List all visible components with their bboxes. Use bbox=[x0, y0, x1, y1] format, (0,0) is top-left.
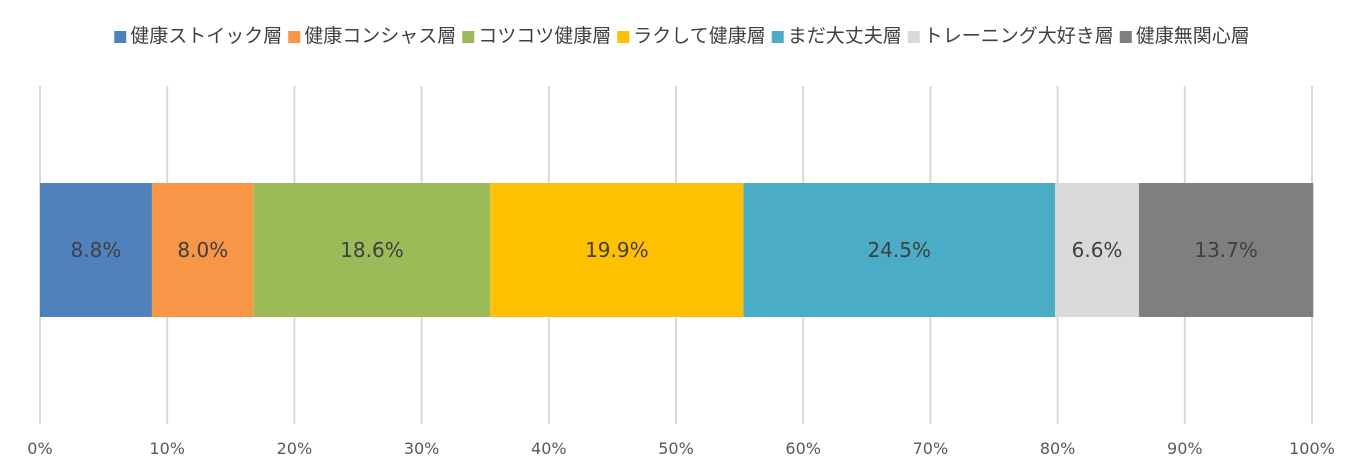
legend-label: 健康無関心層 bbox=[1136, 25, 1250, 47]
x-tick-label: 30% bbox=[404, 439, 440, 458]
data-label: 18.6% bbox=[340, 238, 404, 262]
legend-item: トレーニング大好き層 bbox=[907, 25, 1114, 47]
bar-segment bbox=[490, 183, 744, 317]
bar-segment bbox=[253, 183, 491, 317]
data-label: 6.6% bbox=[1072, 238, 1123, 262]
legend-item: コツコツ健康層 bbox=[462, 25, 611, 47]
legend-swatch bbox=[462, 31, 475, 43]
data-label: 13.7% bbox=[1194, 238, 1258, 262]
data-label: 19.9% bbox=[585, 238, 649, 262]
bar-segments bbox=[40, 183, 1314, 317]
bar-segment bbox=[1055, 183, 1140, 317]
data-labels: 8.8% 8.0% 18.6% 19.9% 24.5% 6.6% 13.7% bbox=[71, 238, 1258, 262]
x-tick-label: 20% bbox=[277, 439, 313, 458]
legend-swatch bbox=[288, 31, 301, 43]
bar-segment bbox=[151, 183, 254, 317]
legend-swatch bbox=[1119, 31, 1132, 43]
data-label: 8.0% bbox=[177, 238, 228, 262]
legend-swatch bbox=[114, 31, 127, 43]
x-axis-tick-labels: 0% 10% 20% 30% 40% 50% 60% 70% 80% 90% 100% bbox=[27, 439, 1335, 458]
x-tick-label: 100% bbox=[1289, 439, 1335, 458]
legend-label: ラクして健康層 bbox=[633, 25, 765, 47]
legend-item: 健康ストイック層 bbox=[114, 25, 282, 47]
legend-label: コツコツ健康層 bbox=[478, 25, 611, 47]
legend-label: 健康コンシャス層 bbox=[304, 25, 456, 47]
data-label: 8.8% bbox=[71, 238, 122, 262]
legend-swatch bbox=[771, 31, 784, 43]
bar-segment bbox=[40, 183, 152, 317]
legend-label: 健康ストイック層 bbox=[130, 25, 282, 47]
x-tick-label: 60% bbox=[785, 439, 821, 458]
legend-label: トレーニング大好き層 bbox=[924, 25, 1114, 47]
x-tick-label: 50% bbox=[658, 439, 694, 458]
legend-swatch bbox=[907, 31, 920, 43]
legend-item: 健康無関心層 bbox=[1119, 25, 1250, 47]
legend-item: まだ大丈夫層 bbox=[771, 25, 902, 47]
x-tick-label: 10% bbox=[149, 439, 185, 458]
x-tick-label: 40% bbox=[531, 439, 567, 458]
legend-item: ラクして健康層 bbox=[617, 25, 766, 47]
x-tick-label: 70% bbox=[913, 439, 949, 458]
x-tick-label: 0% bbox=[27, 439, 52, 458]
legend-label: まだ大丈夫層 bbox=[788, 25, 902, 47]
legend: 健康ストイック層 健康コンシャス層 コツコツ健康層 ラクして健康層 まだ大丈夫層 トレーニ… bbox=[114, 25, 1250, 47]
x-tick-label: 90% bbox=[1167, 439, 1203, 458]
bar-segment bbox=[743, 183, 1056, 317]
bar-segment bbox=[1139, 183, 1314, 317]
legend-item: 健康コンシャス層 bbox=[288, 25, 456, 47]
data-label: 24.5% bbox=[867, 238, 931, 262]
legend-swatch bbox=[617, 31, 630, 43]
x-tick-label: 80% bbox=[1040, 439, 1076, 458]
